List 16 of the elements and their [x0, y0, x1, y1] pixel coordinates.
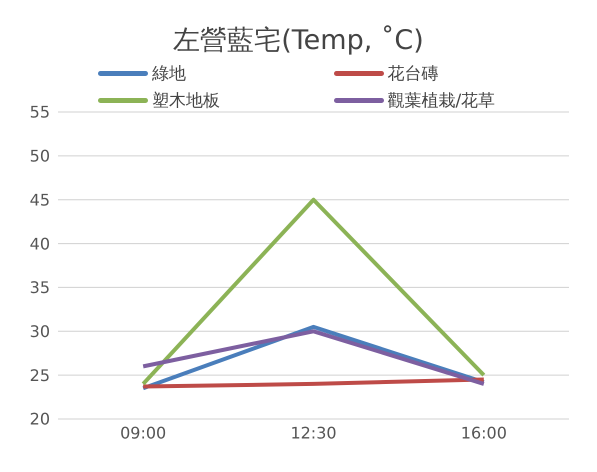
x-tick-label: 12:30 — [290, 423, 337, 442]
legend-label: 塑木地板 — [152, 90, 220, 112]
x-tick-label: 16:00 — [460, 423, 507, 442]
legend-label: 花台磚 — [388, 63, 438, 85]
y-tick-label: 45 — [30, 190, 50, 210]
y-tick-label: 55 — [30, 102, 50, 122]
y-tick-label: 30 — [30, 322, 50, 341]
legend-label: 觀葉植栽/花草 — [388, 90, 496, 112]
y-tick-label: 35 — [30, 278, 50, 298]
y-tick-label: 40 — [30, 234, 50, 254]
y-tick-label: 50 — [30, 146, 50, 166]
legend-label: 綠地 — [152, 63, 186, 85]
chart-title: 左營藍宅(Temp, ˚C) — [172, 24, 425, 58]
x-tick-label: 09:00 — [120, 423, 166, 442]
y-tick-label: 20 — [30, 410, 50, 429]
y-tick-label: 25 — [30, 366, 50, 385]
